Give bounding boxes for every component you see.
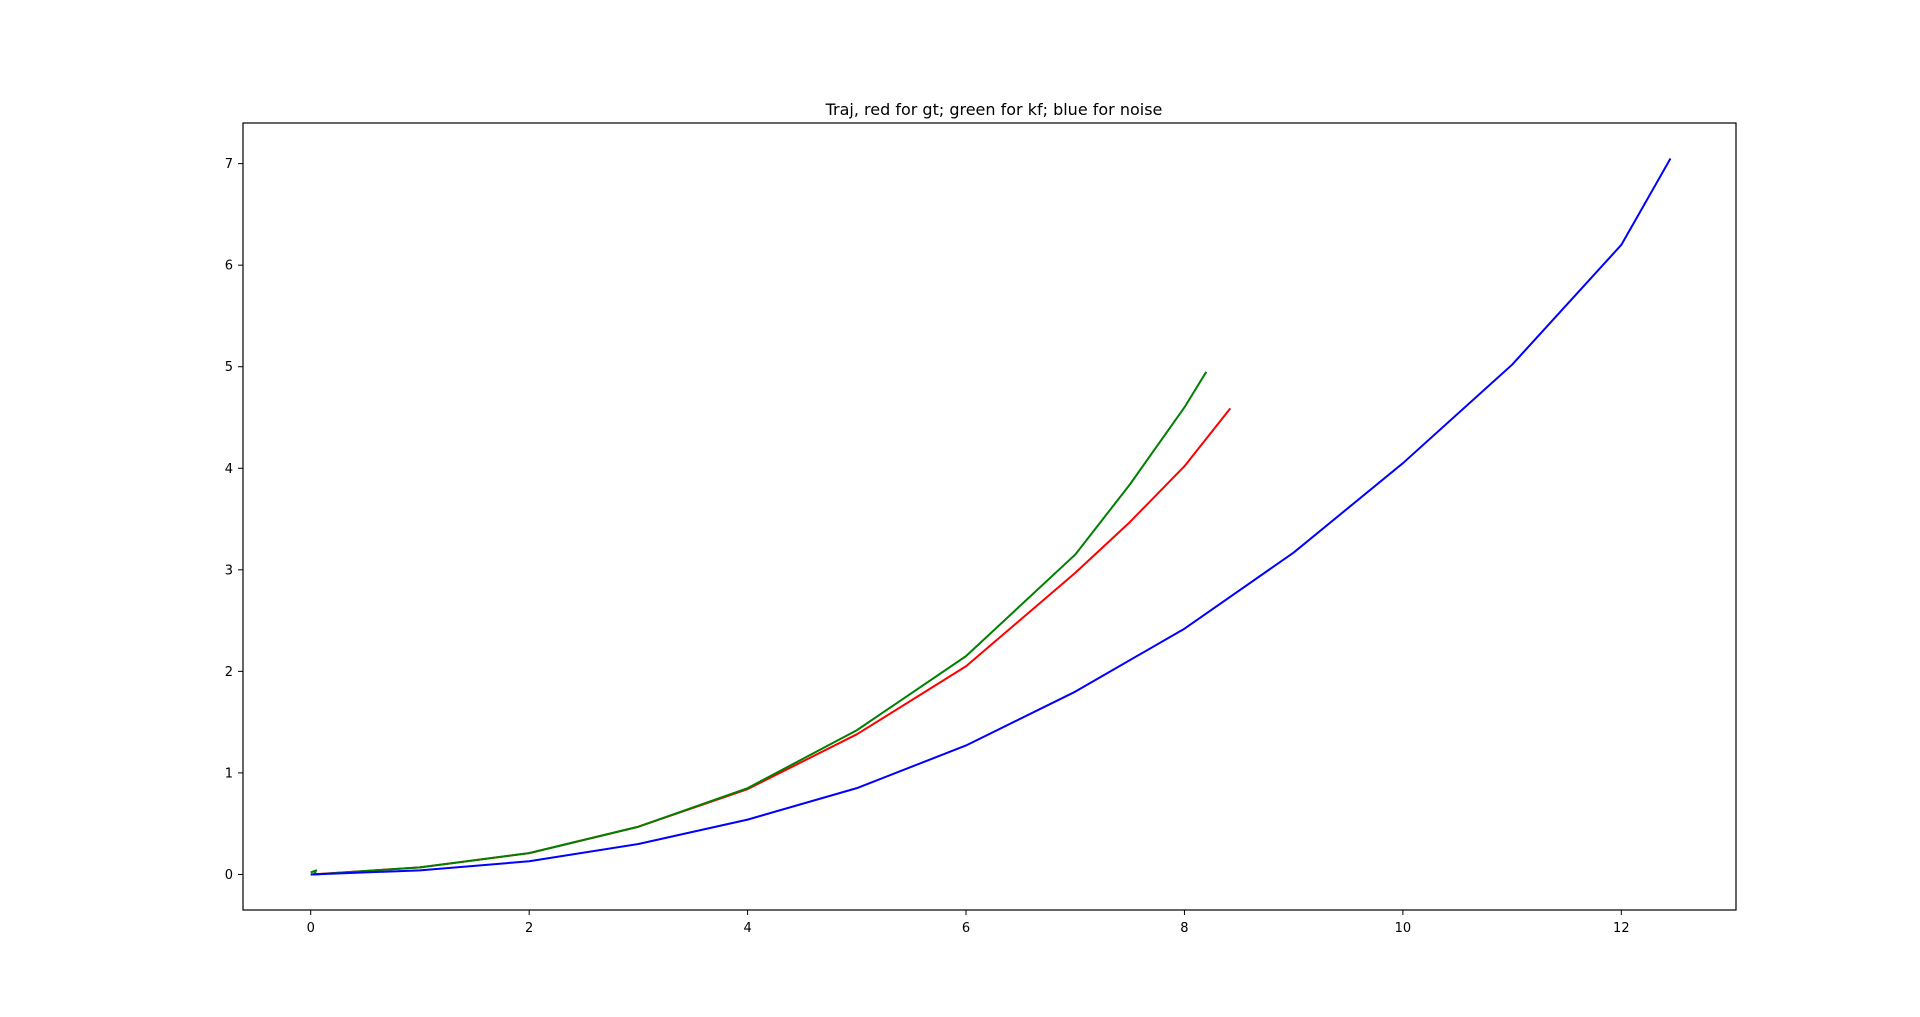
x-axis: 0 2 4 6 8 10 12 xyxy=(307,910,1630,936)
y-tick-label: 5 xyxy=(225,360,233,375)
y-axis: 0 1 2 3 4 5 6 7 xyxy=(225,157,243,883)
x-tick-label: 2 xyxy=(525,921,533,936)
y-tick-label: 2 xyxy=(225,665,233,680)
x-tick-label: 10 xyxy=(1395,921,1412,936)
x-tick-label: 6 xyxy=(962,921,970,936)
x-tick-label: 8 xyxy=(1180,921,1188,936)
axes-frame xyxy=(242,122,1737,911)
x-tick-label: 12 xyxy=(1613,921,1630,936)
x-tick-label: 0 xyxy=(307,921,315,936)
y-tick-label: 4 xyxy=(225,462,233,477)
x-tick-label: 4 xyxy=(743,921,751,936)
y-tick-label: 6 xyxy=(225,259,233,274)
series-line-2 xyxy=(310,158,1672,876)
y-tick-label: 7 xyxy=(225,157,233,172)
y-tick-label: 1 xyxy=(225,766,233,781)
y-tick-label: 3 xyxy=(225,563,233,578)
y-tick-label: 0 xyxy=(225,868,233,883)
chart-title: Traj, red for gt; green for kf; blue for… xyxy=(825,100,1163,119)
series-layer xyxy=(310,158,1672,876)
